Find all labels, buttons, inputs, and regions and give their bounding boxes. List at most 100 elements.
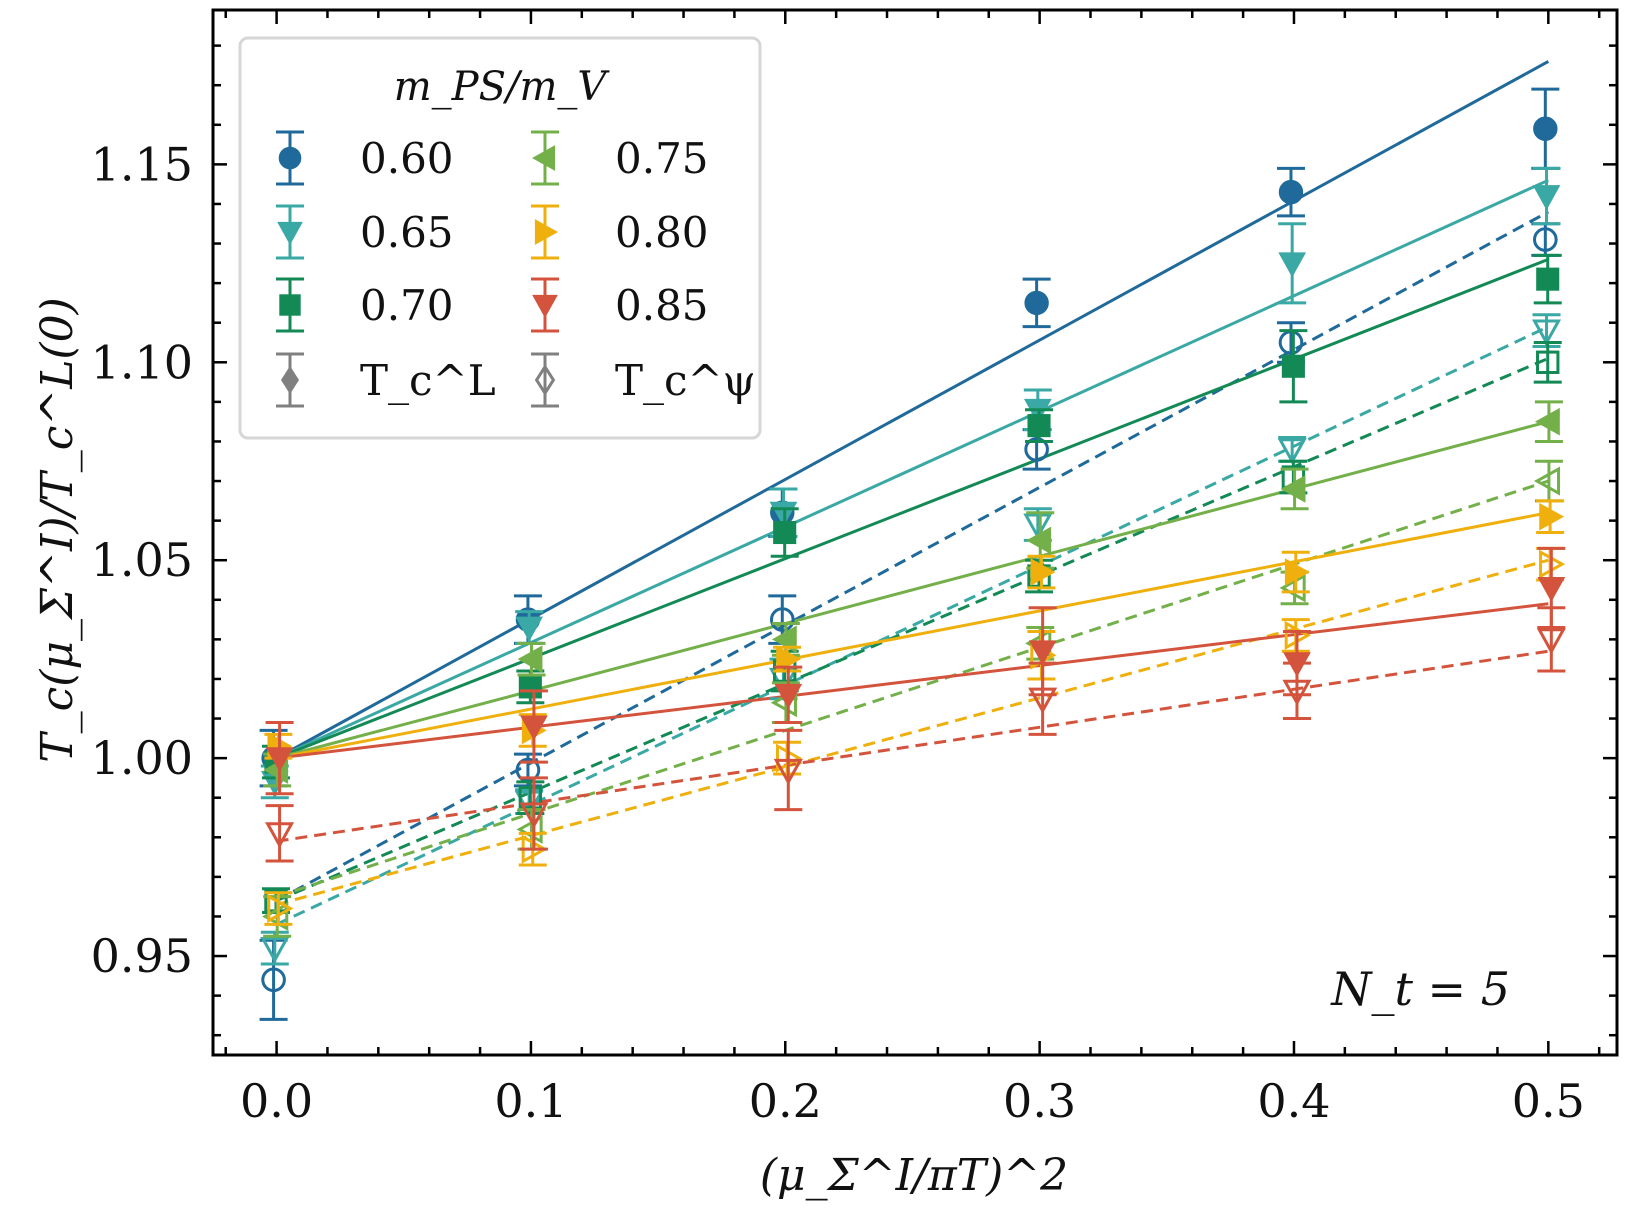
legend-marker-triangle-left	[531, 145, 556, 171]
point-filled-0.70	[518, 675, 542, 699]
legend-box	[238, 36, 762, 440]
error-bar-open-0.85	[519, 776, 548, 851]
point-open-0.60	[769, 607, 795, 632]
fit-line-dashed-0.75	[276, 479, 1549, 899]
x-tick-label: 0.5	[1512, 1074, 1585, 1128]
point-open-0.65	[1277, 438, 1307, 465]
data-points	[259, 87, 1566, 1021]
fit-line-dashed-0.65	[275, 325, 1549, 926]
legend-entry: 0.85	[531, 277, 709, 333]
y-tick-label: 1.05	[91, 533, 193, 587]
fit-line-solid-0.60	[275, 60, 1550, 760]
legend-marker-triangle-down	[277, 221, 303, 246]
legend-marker-triangle-right	[534, 219, 559, 245]
point-filled-0.75	[1280, 475, 1306, 503]
point-filled-0.75	[517, 645, 543, 674]
legend-title: m_PS/m_V	[394, 64, 611, 110]
x-tick-label: 0.3	[1003, 1074, 1076, 1128]
legend-marker-diamond-filled	[281, 365, 299, 395]
legend-entry: 0.60	[276, 130, 454, 186]
point-filled-0.60	[1533, 116, 1558, 141]
point-filled-0.80	[1284, 558, 1310, 586]
x-tick-label: 0.0	[240, 1074, 313, 1128]
fit-line-dashed-0.60	[275, 210, 1550, 902]
point-filled-0.65	[1278, 252, 1307, 278]
y-tick-label: 1.00	[91, 731, 193, 785]
point-open-0.85	[519, 802, 549, 829]
point-filled-0.60	[1278, 179, 1304, 205]
point-filled-0.70	[773, 520, 797, 545]
x-tick-label: 0.1	[494, 1074, 567, 1128]
point-filled-0.85	[774, 683, 803, 709]
point-open-0.60	[261, 967, 286, 993]
y-tick-label: 0.95	[91, 929, 193, 983]
point-filled-0.85	[520, 715, 548, 741]
point-filled-0.70	[1027, 414, 1051, 438]
point-open-0.85	[1536, 628, 1566, 655]
point-open-0.85	[773, 758, 803, 786]
legend-label: 0.65	[360, 208, 454, 257]
y-tick-labels: 0.95 1.00 1.05 1.10 1.15	[91, 137, 193, 983]
point-filled-0.85	[265, 747, 294, 773]
legend-entry: 0.75	[531, 130, 709, 186]
legend-entry: 0.65	[276, 204, 454, 260]
point-filled-0.85	[1028, 640, 1057, 666]
point-open-0.70	[1536, 350, 1560, 374]
legend-label: 0.60	[360, 134, 454, 183]
point-open-0.75	[516, 814, 543, 844]
fit-line-dashed-0.85	[276, 649, 1549, 843]
point-open-0.70	[518, 786, 543, 810]
x-tick-labels: 0.0 0.1 0.2 0.3 0.4 0.5	[240, 1074, 1585, 1128]
axis-ticks	[213, 10, 1617, 1055]
point-open-0.60	[1024, 437, 1049, 462]
legend-entry: 0.80	[531, 204, 709, 260]
point-open-0.75	[262, 901, 289, 932]
legend-label: 0.80	[615, 208, 709, 257]
legend-label: 0.70	[360, 281, 454, 330]
y-axis-title: T_c(μ_Σ^I)/T_c^L(0)	[32, 297, 83, 763]
point-open-0.80	[267, 893, 294, 924]
fit-line-solid-0.75	[276, 420, 1549, 760]
fit-line-solid-0.85	[276, 602, 1549, 760]
y-tick-label: 1.10	[91, 335, 193, 389]
plot-frame	[211, 8, 1619, 1057]
legend-marker-square	[279, 294, 301, 316]
y-tick-label: 1.15	[91, 137, 193, 191]
fit-lines	[275, 60, 1550, 926]
point-filled-0.70	[1281, 354, 1305, 378]
point-filled-0.80	[1030, 558, 1056, 586]
error-bar-open-0.70	[1533, 341, 1562, 384]
fit-line-solid-0.65	[275, 178, 1549, 760]
legend-entry: T_c^L	[276, 352, 496, 408]
nt-annotation: N_t = 5	[1330, 962, 1510, 1016]
point-open-0.60	[1533, 227, 1558, 252]
point-filled-0.85	[1537, 577, 1566, 602]
point-filled-0.70	[1536, 267, 1560, 291]
legend-label: T_c^L	[360, 356, 496, 405]
legend-marker-triangle-down	[532, 294, 558, 319]
point-filled-0.80	[1539, 502, 1565, 531]
fit-line-solid-0.80	[276, 511, 1549, 760]
x-tick-label: 0.4	[1257, 1074, 1330, 1128]
point-filled-0.60	[1024, 290, 1049, 316]
point-filled-0.75	[1534, 407, 1560, 436]
x-tick-label: 0.2	[749, 1074, 822, 1128]
legend-label: 0.85	[615, 281, 709, 330]
legend-marker-diamond-open	[534, 364, 556, 396]
legend-entry: 0.70	[276, 277, 454, 333]
legend-entries: 0.60 0.65 0.70 T_c^L 0.75 0.80 0.85 T_c^ψ	[276, 130, 756, 408]
fit-line-solid-0.70	[276, 257, 1549, 760]
point-open-0.85	[265, 822, 295, 849]
x-axis-title: (μ_Σ^I/πT)^2	[760, 1150, 1068, 1201]
error-bar-open-0.80	[264, 891, 293, 926]
error-bar-open-0.85	[265, 804, 294, 863]
point-open-0.75	[1279, 573, 1306, 603]
point-filled-0.75	[1026, 526, 1052, 555]
point-filled-0.65	[1532, 185, 1561, 211]
legend: m_PS/m_V 0.60 0.65 0.70 T_c^L 0.75 0.80 0.85 T_…	[238, 36, 762, 440]
point-open-0.65	[1531, 319, 1562, 346]
point-open-0.65	[1023, 513, 1053, 540]
error-bar-open-0.85	[774, 728, 803, 812]
point-open-0.75	[1533, 466, 1561, 496]
